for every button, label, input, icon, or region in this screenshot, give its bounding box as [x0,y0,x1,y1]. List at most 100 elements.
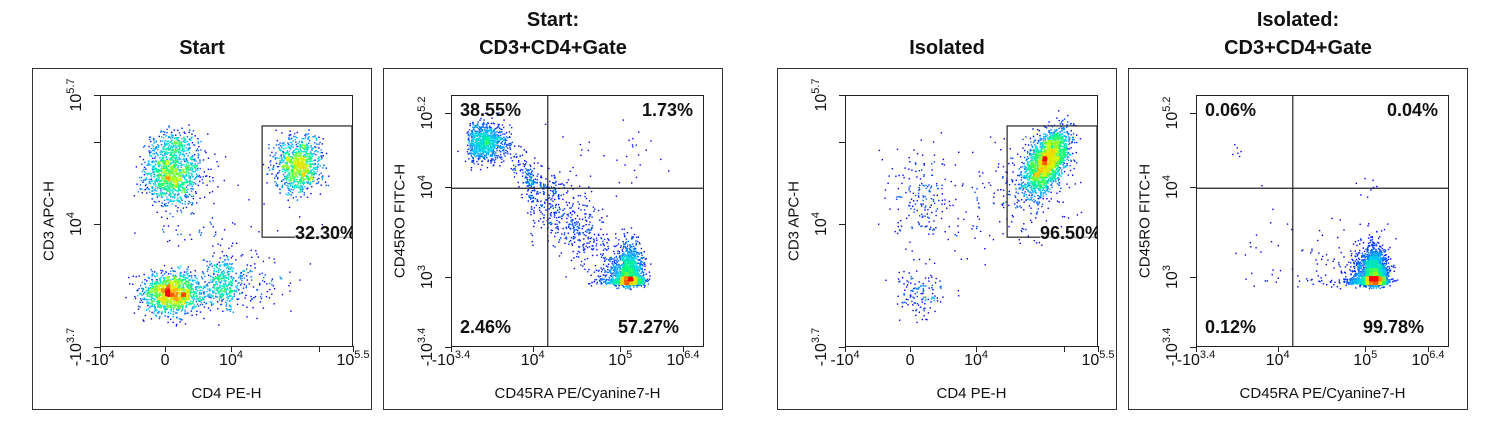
event-dot [153,168,156,171]
event-dot [192,155,194,157]
event-dot [178,183,180,185]
event-dot [162,274,164,277]
event-dot [536,175,538,177]
event-dot [251,279,253,281]
event-dot [151,144,153,146]
event-dot [276,166,279,168]
event-dot [176,301,178,303]
event-dot [263,281,266,283]
event-dot [189,147,191,149]
event-dot [565,238,568,240]
event-dot [487,159,489,161]
event-dot [173,278,175,280]
event-dot [181,301,183,303]
event-dot [188,281,190,284]
event-dot [163,306,165,308]
event-dot [287,183,289,185]
event-dot [226,303,228,305]
event-dot [283,183,286,185]
event-dot [166,178,168,180]
event-dot [508,131,511,133]
event-dot [196,303,199,305]
event-dot [188,296,190,298]
event-dot [191,170,194,173]
event-dot [137,305,140,307]
event-dot [176,299,179,302]
event-dot [149,136,152,138]
event-dot [308,164,311,167]
event-dot [294,173,296,176]
event-dot [302,157,305,159]
event-dot [175,164,177,166]
event-dot [181,280,183,283]
event-dot [148,136,151,138]
event-dot [583,225,585,227]
event-dot [570,228,572,230]
event-dot [287,160,289,162]
event-dot [467,148,469,151]
event-dot [151,282,153,284]
event-dot [195,150,198,152]
event-dot [213,290,215,292]
event-dot [154,182,156,184]
event-dot [602,274,605,276]
event-dot [555,227,557,229]
event-dot [481,160,483,163]
event-dot [555,212,557,214]
event-dot [296,166,298,168]
event-dot [183,279,185,281]
event-dot [180,271,182,274]
event-dot [141,290,144,292]
event-dot [292,197,295,199]
event-dot [312,136,314,138]
event-dot [236,287,239,290]
event-dot [145,298,147,301]
event-dot [217,271,220,273]
event-dot [184,132,186,134]
event-dot [290,169,292,171]
event-dot [291,192,294,194]
event-dot [602,263,605,266]
event-dot [573,210,575,212]
event-dot [187,266,189,268]
event-dot [287,178,289,180]
event-dot [624,164,626,166]
event-dot [175,293,177,295]
event-dot [549,203,551,205]
event-dot [148,289,150,291]
event-dot [290,310,292,312]
event-dot [558,197,561,200]
event-dot [161,285,163,287]
event-dot [473,162,475,165]
event-dot [292,163,294,165]
event-dot [292,144,294,146]
event-dot [158,161,160,163]
event-dot [175,178,178,180]
event-dot [174,304,176,306]
event-dot [217,288,219,291]
event-dot [290,162,292,164]
event-dot [174,151,177,153]
event-dot [165,301,167,303]
event-dot [548,167,550,170]
event-dot [199,311,202,313]
event-dot [195,169,197,171]
event-dot [299,156,301,159]
event-dot [168,158,171,160]
event-dot [301,186,304,189]
event-dot [192,299,195,302]
event-dot [169,177,172,180]
event-dot [165,187,168,190]
event-dot [224,279,226,282]
event-dot [576,223,578,225]
event-dot [589,221,591,223]
event-dot [216,274,219,276]
event-dot [183,150,185,152]
event-dot [490,160,492,163]
event-dot [221,299,223,301]
event-dot [163,296,165,299]
event-dot [291,137,293,139]
event-dot [180,301,182,303]
event-dot [192,188,194,190]
event-dot [225,279,227,282]
